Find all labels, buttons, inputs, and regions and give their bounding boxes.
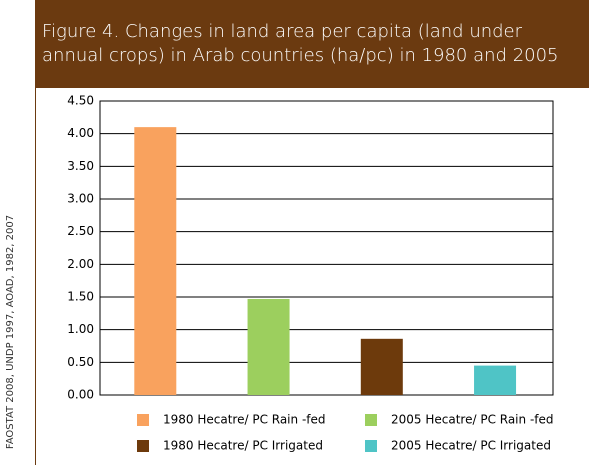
legend-label: 1980 Hecatre/ PC Rain -fed <box>163 413 326 427</box>
y-tick-label: 3.00 <box>67 192 94 206</box>
y-tick-label: 2.00 <box>67 257 94 271</box>
legend-label: 2005 Hecatre/ PC Irrigated <box>391 439 551 453</box>
bar <box>247 298 290 395</box>
y-tick-label: 4.00 <box>67 126 94 140</box>
y-tick-label: 1.50 <box>67 290 94 304</box>
title-box: Figure 4. Changes in land area per capit… <box>42 21 559 66</box>
legend-swatch <box>137 440 149 452</box>
y-tick-label: 2.50 <box>67 224 94 238</box>
y-tick-label: 3.50 <box>67 159 94 173</box>
y-tick-label: 0.50 <box>67 355 94 369</box>
source-note: FAOSTAT 2008, UNDP 1997, AOAD, 1982, 200… <box>5 215 16 449</box>
y-tick-label: 0.00 <box>67 388 94 402</box>
title-band <box>35 0 589 88</box>
legend-swatch <box>137 414 149 426</box>
legend-swatch <box>365 440 377 452</box>
y-tick-label: 1.00 <box>67 322 94 336</box>
legend-label: 1980 Hecatre/ PC Irrigated <box>163 439 323 453</box>
y-tick-label: 4.50 <box>67 94 94 108</box>
legend-swatch <box>365 414 377 426</box>
bar <box>134 127 177 395</box>
bar <box>360 338 403 395</box>
legend-label: 2005 Hecatre/ PC Rain -fed <box>391 413 554 427</box>
bar <box>474 365 517 395</box>
chart-title: Figure 4. Changes in land area per capit… <box>42 21 559 66</box>
